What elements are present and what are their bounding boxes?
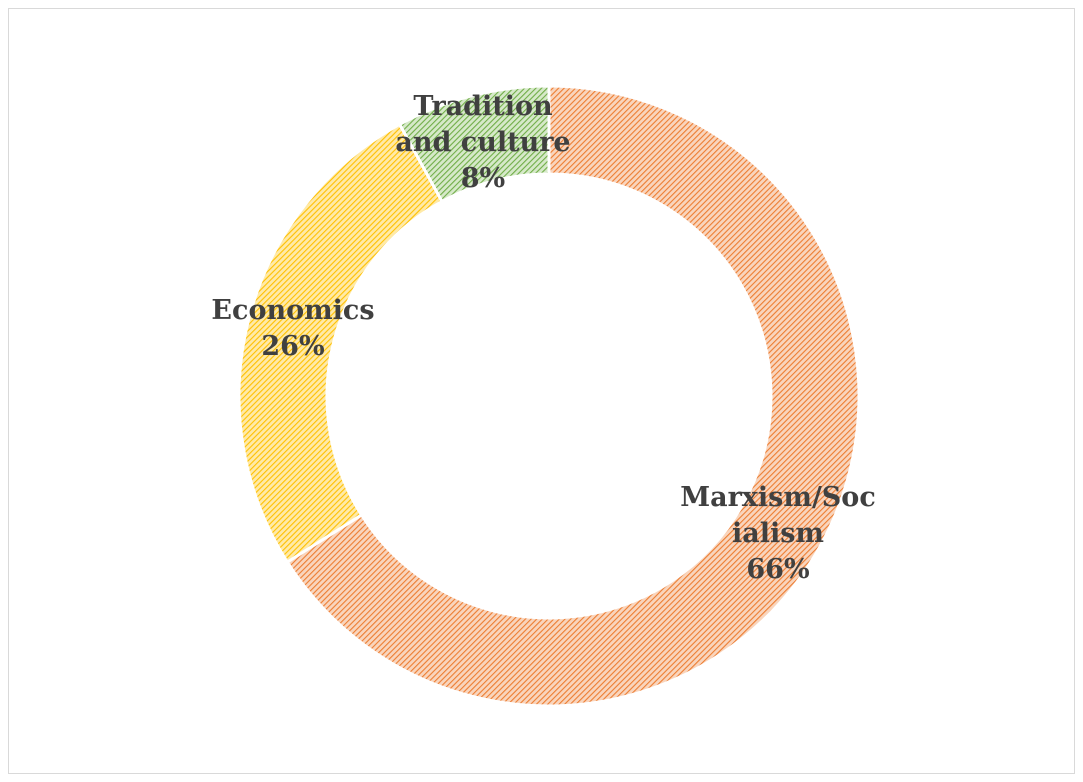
- slices-layer: [237, 84, 861, 708]
- slice-economics: [237, 122, 445, 565]
- labels-layer: Marxism/Soc ialism 66% Economics 26% Traditio…: [211, 91, 875, 585]
- donut-chart: Marxism/Soc ialism 66% Economics 26% Traditio…: [211, 84, 876, 708]
- slice-name-label: Economics: [211, 295, 374, 326]
- slice-name-label: Marxism/Soc: [680, 482, 876, 513]
- slice-value-label: 8%: [461, 163, 505, 194]
- slice-value-label: 26%: [261, 331, 324, 362]
- slice-tradition-and-culture: [397, 84, 551, 204]
- slice-name-label: ialism: [732, 518, 824, 549]
- slice-label: Economics 26%: [211, 295, 374, 362]
- slice-name-label: Tradition: [413, 91, 553, 122]
- chart-area: Marxism/Soc ialism 66% Economics 26% Traditio…: [8, 8, 1075, 774]
- slice-name-label: and culture: [395, 127, 570, 158]
- slice-value-label: 66%: [746, 554, 809, 585]
- slice-label: Tradition and culture 8%: [395, 91, 570, 194]
- slice-marxism-socialism: [285, 84, 861, 708]
- slice-label: Marxism/Soc ialism 66%: [680, 482, 876, 585]
